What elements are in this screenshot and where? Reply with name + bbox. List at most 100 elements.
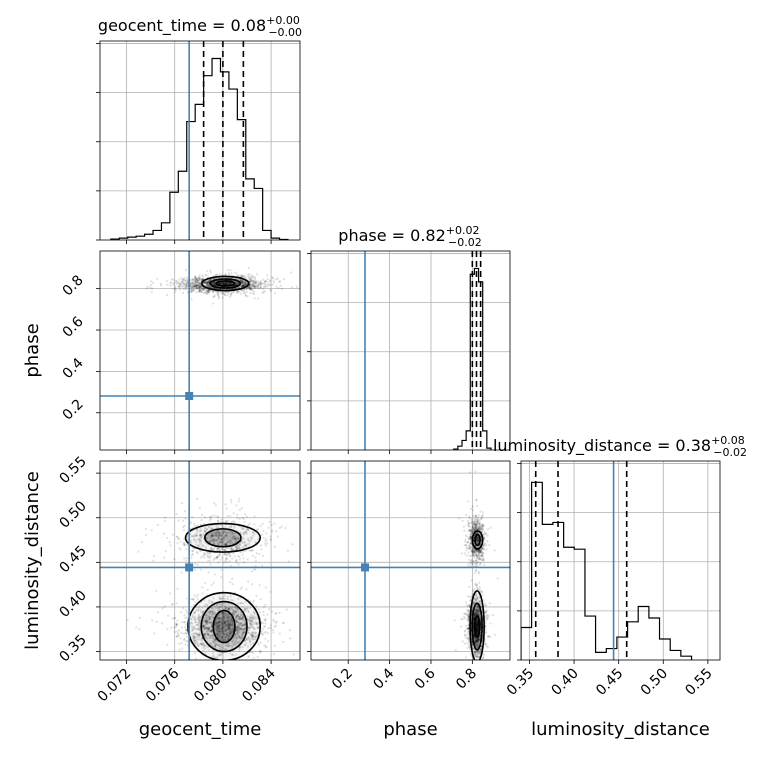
- sample-point: [256, 273, 259, 276]
- sample-point: [212, 581, 215, 584]
- sample-point: [162, 532, 165, 535]
- sample-point: [237, 537, 240, 540]
- sample-point: [240, 506, 243, 510]
- sample-point: [204, 617, 207, 620]
- sample-point: [253, 280, 256, 283]
- sample-point: [228, 609, 231, 612]
- sample-point: [198, 634, 201, 637]
- sample-point: [247, 542, 251, 545]
- sample-point: [234, 642, 237, 645]
- sample-point: [222, 292, 226, 295]
- sample-point: [210, 527, 213, 530]
- sample-point: [263, 625, 266, 628]
- sample-point: [252, 617, 255, 620]
- sample-point: [207, 285, 210, 288]
- sample-point: [253, 276, 257, 279]
- sample-point: [204, 635, 207, 638]
- sample-point: [198, 283, 201, 286]
- sample-point: [228, 283, 231, 286]
- sample-point: [222, 282, 225, 285]
- sample-point: [222, 282, 225, 285]
- sample-point: [218, 554, 221, 557]
- sample-point: [229, 628, 232, 631]
- sample-point: [220, 568, 223, 571]
- sample-point: [229, 598, 233, 602]
- sample-point: [226, 622, 229, 625]
- sample-point: [236, 281, 239, 285]
- sample-point: [252, 610, 255, 613]
- sample-point: [231, 599, 235, 602]
- sample-point: [185, 597, 188, 600]
- sample-point: [230, 546, 233, 549]
- sample-point: [203, 532, 206, 535]
- sample-point: [266, 613, 269, 616]
- sample-point: [213, 277, 216, 280]
- sample-point: [213, 542, 216, 545]
- sample-point: [235, 561, 238, 564]
- sample-point: [254, 559, 257, 562]
- sample-point: [203, 551, 206, 555]
- sample-point: [197, 616, 200, 620]
- sample-point: [237, 282, 240, 285]
- sample-point: [218, 624, 221, 627]
- y-tick-label: 0.45: [56, 543, 89, 576]
- sample-point: [230, 292, 233, 295]
- sample-point: [151, 282, 155, 285]
- sample-point: [219, 535, 222, 538]
- sample-point: [217, 531, 220, 534]
- sample-point: [248, 622, 251, 625]
- sample-point: [253, 285, 256, 288]
- sample-point: [210, 535, 213, 538]
- sample-point: [275, 612, 278, 615]
- sample-point: [214, 638, 217, 641]
- sample-point: [182, 525, 185, 529]
- sample-point: [195, 623, 198, 627]
- sample-point: [228, 635, 231, 638]
- sample-point: [202, 622, 205, 625]
- sample-point: [155, 589, 158, 593]
- sample-point: [235, 664, 237, 666]
- sample-point: [205, 284, 209, 287]
- sample-point: [173, 617, 176, 620]
- sample-point: [239, 275, 243, 278]
- sample-point: [241, 645, 244, 649]
- sample-point: [206, 588, 209, 592]
- sample-point: [230, 631, 233, 635]
- sample-point: [186, 284, 189, 287]
- sample-point: [198, 530, 201, 533]
- sample-point: [206, 283, 209, 286]
- sample-point: [253, 635, 257, 638]
- sample-point: [227, 619, 230, 623]
- sample-point: [229, 269, 232, 272]
- sample-point: [189, 282, 192, 285]
- sample-point: [220, 533, 223, 536]
- sample-point: [218, 625, 221, 628]
- sample-point: [467, 563, 470, 566]
- sample-point: [190, 290, 193, 293]
- sample-point: [224, 644, 227, 647]
- sample-point: [209, 636, 212, 640]
- sample-point: [207, 280, 210, 283]
- sample-point: [257, 665, 259, 667]
- sample-point: [215, 539, 218, 542]
- sample-point: [213, 623, 217, 626]
- sample-point: [205, 619, 209, 623]
- sample-point: [493, 633, 496, 636]
- sample-point: [199, 533, 202, 536]
- sample-point: [226, 625, 229, 628]
- sample-point: [234, 280, 237, 283]
- sample-point: [193, 287, 196, 291]
- sample-point: [242, 284, 245, 287]
- sample-point: [250, 583, 254, 586]
- sample-point: [215, 607, 218, 610]
- sample-point: [248, 288, 252, 291]
- sample-point: [237, 642, 240, 645]
- sample-point: [234, 283, 237, 287]
- sample-point: [259, 651, 262, 654]
- sample-point: [242, 557, 245, 560]
- sample-point: [138, 628, 141, 631]
- sample-point: [221, 282, 224, 285]
- sample-point: [240, 628, 244, 631]
- sample-point: [251, 651, 254, 654]
- sample-point: [230, 629, 233, 632]
